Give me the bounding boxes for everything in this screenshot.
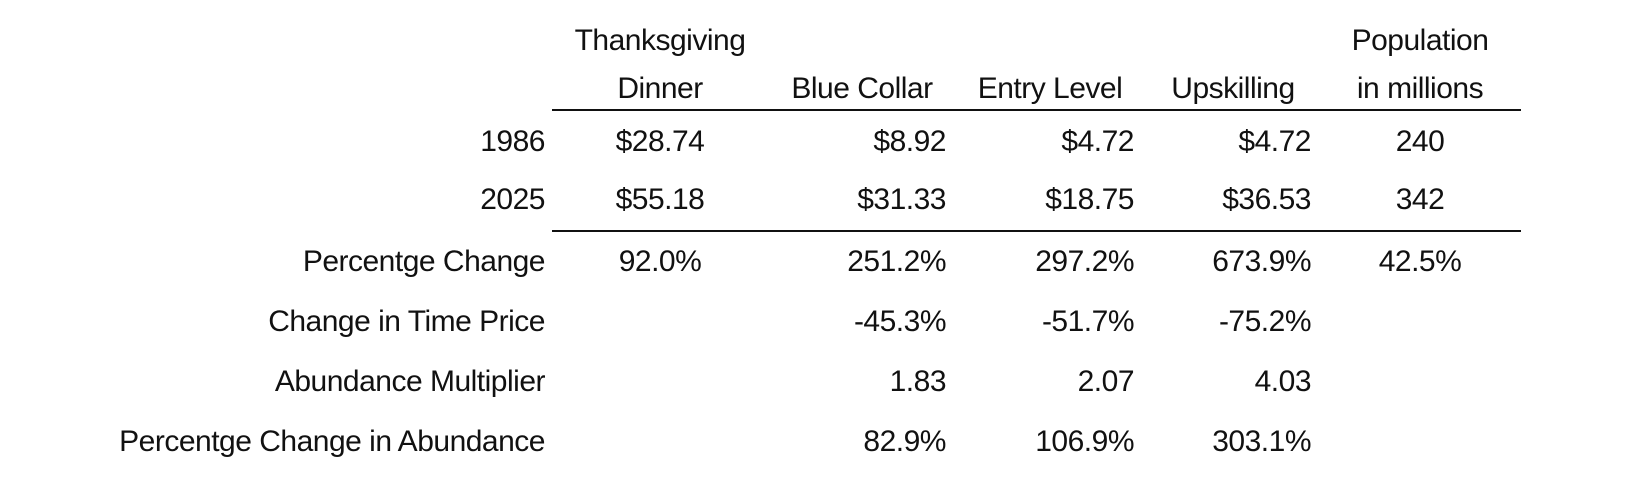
cell: $4.72 xyxy=(1238,125,1311,158)
row-label: Change in Time Price xyxy=(268,305,545,338)
cell: 673.9% xyxy=(1212,245,1311,278)
cell: 42.5% xyxy=(1379,245,1462,278)
cell: 106.9% xyxy=(1035,425,1134,458)
cell: 2.07 xyxy=(1078,365,1134,398)
column-header: Thanksgiving xyxy=(575,24,746,57)
column-header: Dinner xyxy=(617,72,703,105)
row-label: Abundance Multiplier xyxy=(275,365,546,398)
cell: 92.0% xyxy=(619,245,702,278)
row-label: 1986 xyxy=(480,125,545,158)
cell: -75.2% xyxy=(1219,305,1311,338)
column-header: Blue Collar xyxy=(791,72,933,105)
cell: 240 xyxy=(1396,125,1445,158)
row-label: Percentge Change xyxy=(303,245,545,278)
row-label: 2025 xyxy=(480,183,545,216)
cell: 303.1% xyxy=(1212,425,1311,458)
cell: -51.7% xyxy=(1042,305,1134,338)
cell: $31.33 xyxy=(857,183,946,216)
cell: $28.74 xyxy=(616,125,705,158)
cell: $4.72 xyxy=(1061,125,1134,158)
cell: 297.2% xyxy=(1035,245,1134,278)
cell: 4.03 xyxy=(1255,365,1311,398)
cell: -45.3% xyxy=(854,305,946,338)
column-header: Entry Level xyxy=(978,72,1123,105)
column-header: Population xyxy=(1352,24,1489,57)
cell: 342 xyxy=(1396,183,1445,216)
cell: $36.53 xyxy=(1222,183,1311,216)
column-header: Upskilling xyxy=(1171,72,1294,105)
row-label: Percentge Change in Abundance xyxy=(119,425,545,458)
cell: 1.83 xyxy=(890,365,946,398)
column-header: in millions xyxy=(1357,72,1483,105)
cell: 251.2% xyxy=(847,245,946,278)
cell: 82.9% xyxy=(863,425,946,458)
cell: $8.92 xyxy=(873,125,946,158)
cell: $55.18 xyxy=(616,183,705,216)
cell: $18.75 xyxy=(1045,183,1134,216)
